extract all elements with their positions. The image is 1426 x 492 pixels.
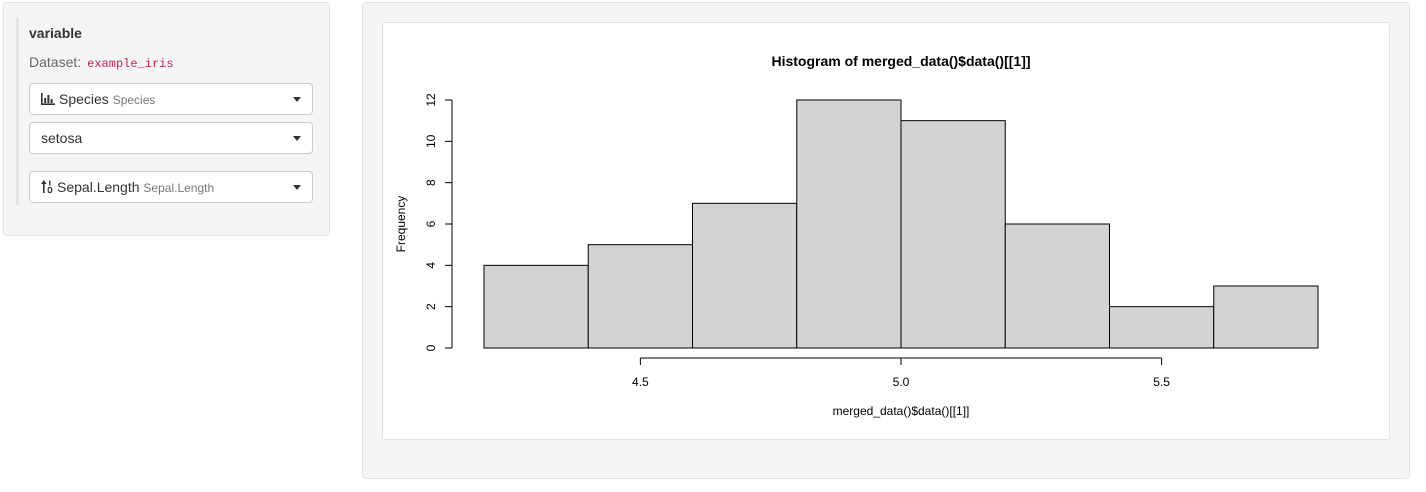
variable-select[interactable]: Species Species <box>29 83 313 115</box>
level-select-label: setosa <box>41 130 83 146</box>
chevron-down-icon <box>293 185 301 190</box>
x-tick-label: 4.5 <box>632 375 649 389</box>
measure-select-value: Sepal.Length Sepal.Length <box>41 179 214 195</box>
y-tick-label: 4 <box>424 262 438 269</box>
x-tick-label: 5.0 <box>893 375 910 389</box>
bar-chart-icon <box>41 93 55 105</box>
plot-card: Histogram of merged_data()$data()[[1]] 0… <box>382 22 1390 440</box>
histogram-bar <box>1213 285 1319 349</box>
variable-select-value: Species Species <box>41 91 155 107</box>
y-tick-label: 12 <box>424 93 438 107</box>
bars-group <box>483 99 1319 349</box>
histogram-bar <box>483 264 589 349</box>
histogram-bar <box>692 202 798 349</box>
variable-select-label: Species <box>59 91 109 107</box>
dataset-row: Dataset: example_iris <box>29 54 174 71</box>
measure-select-sublabel: Sepal.Length <box>143 181 215 195</box>
chevron-down-icon <box>293 97 301 102</box>
y-tick-label: 0 <box>424 344 438 351</box>
x-tick-label: 5.5 <box>1153 375 1170 389</box>
y-axis: 0 2 4 6 8 10 12 <box>424 93 453 351</box>
y-tick-label: 2 <box>424 303 438 310</box>
histogram-bar <box>796 99 902 349</box>
main-panel: Histogram of merged_data()$data()[[1]] 0… <box>362 2 1410 479</box>
histogram-bar <box>1004 223 1110 349</box>
variable-filter-block: variable Dataset: example_iris Species Sp… <box>16 17 319 205</box>
chevron-down-icon <box>293 136 301 141</box>
sort-numeric-icon <box>41 180 53 193</box>
dataset-label: Dataset: <box>29 54 82 70</box>
y-tick-label: 8 <box>424 179 438 186</box>
level-select-value: setosa <box>41 130 82 146</box>
measure-select[interactable]: Sepal.Length Sepal.Length <box>29 171 313 203</box>
histogram-bar <box>900 120 1006 349</box>
level-select[interactable]: setosa <box>29 122 313 154</box>
variable-select-sublabel: Species <box>112 93 156 107</box>
histogram-bar <box>587 244 693 349</box>
x-axis-label: merged_data()$data()[[1]] <box>833 404 970 418</box>
y-tick-label: 10 <box>424 134 438 148</box>
variable-title: variable <box>29 25 82 41</box>
histogram-chart: Histogram of merged_data()$data()[[1]] 0… <box>394 53 1319 418</box>
measure-select-label: Sepal.Length <box>57 179 140 195</box>
dataset-name: example_iris <box>87 57 174 71</box>
y-axis-label: Frequency <box>394 196 408 253</box>
sidebar-panel: variable Dataset: example_iris Species Sp… <box>3 2 330 236</box>
y-tick-label: 6 <box>424 220 438 227</box>
chart-title: Histogram of merged_data()$data()[[1]] <box>771 53 1030 69</box>
x-axis: 4.5 5.0 5.5 <box>632 357 1170 389</box>
histogram-bar <box>1109 306 1215 349</box>
